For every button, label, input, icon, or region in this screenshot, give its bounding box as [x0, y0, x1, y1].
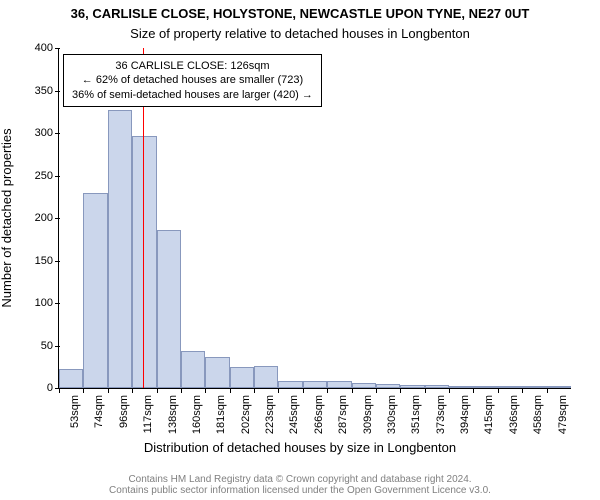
x-tick: 223sqm: [264, 391, 276, 441]
x-tick: 266sqm: [313, 391, 325, 441]
annotation-line1: 36 CARLISLE CLOSE: 126sqm: [72, 59, 313, 73]
histogram-bar: [547, 386, 571, 388]
x-tick-mark: [449, 388, 450, 393]
y-tick: 150: [35, 255, 59, 267]
x-tick: 330sqm: [386, 391, 398, 441]
plot-area: 36 CARLISLE CLOSE: 126sqm ← 62% of detac…: [58, 48, 571, 389]
y-tick: 400: [35, 42, 59, 54]
x-tick: 479sqm: [557, 391, 569, 441]
histogram-bar: [132, 136, 156, 388]
x-tick: 287sqm: [337, 391, 349, 441]
y-tick: 350: [35, 85, 59, 97]
x-tick: 181sqm: [215, 391, 227, 441]
annotation-box: 36 CARLISLE CLOSE: 126sqm ← 62% of detac…: [63, 54, 322, 107]
x-tick: 74sqm: [93, 391, 105, 441]
footer-line2: Contains public sector information licen…: [0, 485, 600, 496]
histogram-bar: [449, 386, 473, 388]
x-tick-mark: [376, 388, 377, 393]
x-tick: 309sqm: [362, 391, 374, 441]
x-tick: 436sqm: [508, 391, 520, 441]
histogram-bar: [59, 369, 83, 388]
histogram-bar: [278, 381, 302, 388]
histogram-bar: [400, 385, 424, 388]
x-tick-mark: [522, 388, 523, 393]
x-tick: 53sqm: [69, 391, 81, 441]
x-tick: 160sqm: [191, 391, 203, 441]
histogram-bar: [83, 193, 107, 389]
annotation-line3: 36% of semi-detached houses are larger (…: [72, 88, 313, 102]
x-tick-mark: [303, 388, 304, 393]
x-tick: 458sqm: [532, 391, 544, 441]
x-tick-mark: [205, 388, 206, 393]
histogram-bar: [205, 357, 229, 388]
chart-subtitle: Size of property relative to detached ho…: [0, 26, 600, 41]
histogram-bar: [522, 386, 546, 388]
chart-title: 36, CARLISLE CLOSE, HOLYSTONE, NEWCASTLE…: [0, 6, 600, 21]
x-tick-mark: [425, 388, 426, 393]
histogram-bar: [157, 230, 181, 388]
x-tick: 202sqm: [240, 391, 252, 441]
histogram-bar: [376, 384, 400, 388]
x-tick-mark: [400, 388, 401, 393]
histogram-bar: [352, 383, 376, 388]
y-tick: 100: [35, 297, 59, 309]
histogram-bar: [327, 381, 351, 388]
x-tick-mark: [108, 388, 109, 393]
x-tick-mark: [230, 388, 231, 393]
footer: Contains HM Land Registry data © Crown c…: [0, 474, 600, 496]
y-tick: 0: [47, 382, 59, 394]
y-tick: 50: [41, 340, 59, 352]
y-tick: 300: [35, 127, 59, 139]
x-tick-mark: [157, 388, 158, 393]
annotation-line2: ← 62% of detached houses are smaller (72…: [72, 73, 313, 87]
x-tick: 351sqm: [410, 391, 422, 441]
histogram-bar: [425, 385, 449, 388]
x-tick-mark: [254, 388, 255, 393]
x-tick-mark: [59, 388, 60, 393]
x-tick-mark: [327, 388, 328, 393]
x-tick-mark: [498, 388, 499, 393]
x-tick: 96sqm: [118, 391, 130, 441]
histogram-bar: [181, 351, 205, 388]
x-axis-label: Distribution of detached houses by size …: [0, 440, 600, 455]
x-tick-mark: [547, 388, 548, 393]
x-tick: 394sqm: [459, 391, 471, 441]
x-tick: 138sqm: [167, 391, 179, 441]
x-tick-mark: [181, 388, 182, 393]
x-tick-mark: [278, 388, 279, 393]
histogram-bar: [108, 110, 132, 388]
x-tick-mark: [132, 388, 133, 393]
histogram-bar: [303, 381, 327, 388]
y-axis-label: Number of detached properties: [0, 128, 14, 307]
y-tick: 200: [35, 212, 59, 224]
histogram-bar: [254, 366, 278, 388]
x-tick: 245sqm: [288, 391, 300, 441]
footer-line1: Contains HM Land Registry data © Crown c…: [0, 474, 600, 485]
chart-container: 36, CARLISLE CLOSE, HOLYSTONE, NEWCASTLE…: [0, 0, 600, 500]
x-tick: 117sqm: [142, 391, 154, 441]
x-tick-mark: [473, 388, 474, 393]
x-tick: 415sqm: [483, 391, 495, 441]
histogram-bar: [473, 386, 497, 388]
y-tick: 250: [35, 170, 59, 182]
x-tick-mark: [83, 388, 84, 393]
histogram-bar: [230, 367, 254, 388]
x-tick-mark: [352, 388, 353, 393]
x-tick: 373sqm: [435, 391, 447, 441]
histogram-bar: [498, 386, 522, 388]
